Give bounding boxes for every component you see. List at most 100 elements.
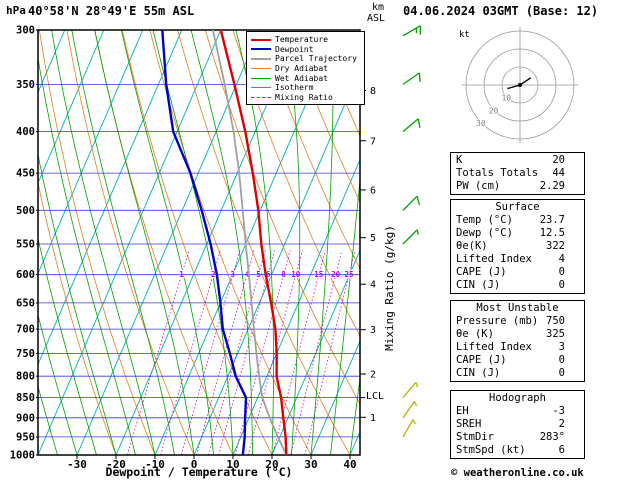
table-row-label: Dewp (°C) [456,227,513,239]
temp-tick-labels: -30 -20 -10 0 10 20 30 40 [67,455,357,471]
table-row: K 20 [451,154,584,167]
table-row: Lifted Index 3 [451,341,584,354]
table-row: Temp (°C) 23.7 [451,214,584,227]
hodograph-ring [501,66,539,104]
table-row-value: 23.7 [539,214,565,226]
legend-item: Dry Adiabat [249,64,362,74]
lcl-label: LCL [366,391,385,402]
tick-label: 6 [370,185,376,196]
table-row-label: Lifted Index [456,253,532,265]
tick-label: -30 [67,458,87,471]
pressure-gridlines [38,29,360,456]
pressure-tick-labels: 300 350 400 450 500 550 600 650 700 750 800 850 900 9… [10,25,38,462]
legend-item-label: Dry Adiabat [275,64,328,74]
table-row-value: 44 [552,167,565,179]
table-row-label: θe (K) [456,328,494,340]
legend-item: Mixing Ratio [249,93,362,103]
table-row: EH -3 [451,405,584,418]
table-row: CIN (J) 0 [451,367,584,380]
temperature-curve [219,30,288,455]
table-row: StmSpd (kt) 6 [451,444,584,457]
legend-line-sample [251,57,271,60]
legend-item-label: Parcel Trajectory [275,54,357,64]
table-row-label: Temp (°C) [456,214,513,226]
table-row-label: StmDir [456,431,494,443]
table-row-label: Totals Totals [456,167,539,179]
table-row-value: -3 [552,405,565,417]
dewpoint-curve [161,30,248,455]
legend-item-label: Temperature [275,35,328,45]
km-scale: 1 2 3 4 5 6 7 8 [360,86,376,424]
table-row-value: 6 [558,444,565,456]
table-row-value: 0 [558,266,565,278]
table-row: Lifted Index 4 [451,253,584,266]
station-title: 40°58'N 28°49'E 55m ASL [28,4,195,18]
tick-label: 950 [16,431,35,443]
tick-label: 5 [370,233,376,244]
tick-label: 450 [16,168,35,180]
table-row: θe(K) 322 [451,240,584,253]
legend-line-sample [251,87,271,89]
legend-line-sample [251,48,271,51]
datetime-title: 04.06.2024 03GMT (Base: 12) [403,4,599,18]
tick-label: 600 [16,269,35,281]
table-row: CIN (J) 0 [451,279,584,292]
table-row: PW (cm) 2.29 [451,180,584,193]
tick-label: 20 [265,458,278,471]
table-row-label: θe(K) [456,240,488,252]
table-row-label: PW (cm) [456,180,501,192]
table-row-value: 325 [546,328,565,340]
asl-axis-label: ASL [367,13,386,24]
table-row: SREH 2 [451,418,584,431]
table-section-title: Most Unstable [476,302,559,314]
table-row-label: CAPE (J) [456,354,507,366]
tick-label: 850 [16,392,35,404]
tick-label: 20 [489,106,499,115]
table-row-label: CIN (J) [456,279,501,291]
table-row-value: 0 [558,367,565,379]
data-table-indices: K 20 Totals Totals 44 PW (cm) 2.29 [450,152,585,195]
table-section-title: Hodograph [489,392,546,404]
tick-label: 550 [16,238,35,250]
tick-label: 10 [501,94,511,103]
tick-label: 4 [370,280,376,291]
tick-label: 1000 [10,450,35,462]
plot-border [37,29,361,456]
hodograph-ring [483,48,557,122]
legend-line-sample [251,77,271,79]
table-row-label: CAPE (J) [456,266,507,278]
tick-label: 2 [370,370,376,381]
table-row-label: K [456,154,463,166]
kt-unit-label: kt [459,30,470,40]
table-row-label: StmSpd (kt) [456,444,526,456]
legend-item: Isotherm [249,83,362,93]
legend-line-sample [251,38,271,41]
tick-label: 400 [16,126,35,138]
tick-label: 8 [370,86,376,97]
table-row-value: 2.29 [539,180,565,192]
legend-item: Wet Adiabat [249,73,362,83]
copyright: © weatheronline.co.uk [451,467,584,479]
table-row-value: 2 [558,418,565,430]
data-table-most-unstable: Most Unstable Pressure (mb) 750 θe (K) 325 Li… [450,300,585,382]
tick-label: 3 [370,325,376,336]
table-row-value: 3 [558,341,565,353]
legend-line-sample [251,68,271,70]
x-axis-label: Dewpoint / Temperature (°C) [105,465,293,479]
tick-label: 700 [16,324,35,336]
table-row: CAPE (J) 0 [451,266,584,279]
parcel-trajectory-curve [212,30,288,455]
table-row: StmDir 283° [451,431,584,444]
table-section-title: Surface [495,201,540,213]
legend-item-label: Dewpoint [275,44,314,54]
table-row-value: 20 [552,154,565,166]
tick-label: 350 [16,79,35,91]
pressure-unit-label: hPa [6,4,26,17]
tick-label: 800 [16,371,35,383]
mixing-ratio-axis-label: Mixing Ratio (g/kg) [383,225,396,351]
tick-label: 500 [16,205,35,217]
tick-label: 650 [16,297,35,309]
table-row-value: 0 [558,354,565,366]
